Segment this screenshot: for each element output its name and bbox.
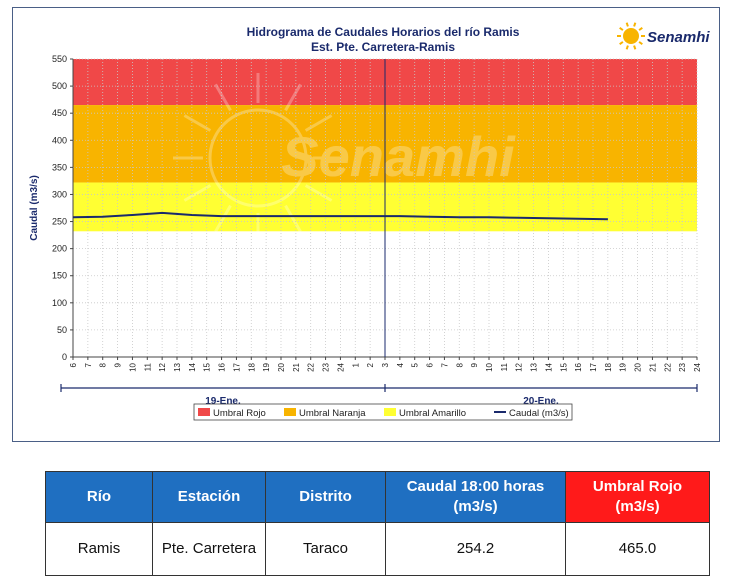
flow-summary-table: Río Estación Distrito Caudal 18:00 horas… <box>45 471 710 576</box>
legend-swatch <box>198 408 210 416</box>
day-label-19-ene: 19-Ene. <box>205 396 241 407</box>
x-tick-label: 11 <box>500 362 509 371</box>
header-rio: Río <box>45 471 153 523</box>
senamhi-logo-ray <box>625 22 629 27</box>
chart-panel: Senamhi 0 50 100 150 200 250 300 350 400 450 500 550… <box>12 7 720 442</box>
hydrograph-chart: Senamhi 0 50 100 150 200 250 300 350 400 450 500 550… <box>29 22 710 421</box>
senamhi-logo-ray <box>638 41 643 46</box>
legend-label: Caudal (m3/s) <box>509 408 569 419</box>
x-tick-label: 7 <box>84 362 93 367</box>
x-tick-label: 20 <box>277 362 286 371</box>
x-tick-label: 7 <box>440 362 449 367</box>
x-tick-label: 15 <box>559 362 568 371</box>
x-tick-label: 21 <box>292 362 301 371</box>
x-tick-label: 23 <box>322 362 331 371</box>
y-tick-label: 250 <box>52 217 67 227</box>
cell-rio: Ramis <box>45 522 153 576</box>
senamhi-logo-ray <box>633 22 637 27</box>
x-tick-label: 9 <box>114 362 123 367</box>
x-tick-label: 5 <box>411 362 420 367</box>
senamhi-logo-ray <box>638 26 643 31</box>
senamhi-watermark: Senamhi <box>173 73 516 243</box>
x-tick-label: 21 <box>648 362 657 371</box>
legend-label: Umbral Rojo <box>213 408 266 419</box>
x-tick-label: 24 <box>693 362 702 371</box>
senamhi-logo-text: Senamhi <box>647 29 710 46</box>
senamhi-logo-ray <box>625 45 629 50</box>
x-tick-label: 11 <box>143 362 152 371</box>
header-estacion: Estación <box>152 471 266 523</box>
header-umbral-rojo: Umbral Rojo (m3/s) <box>565 471 710 523</box>
y-tick-label: 500 <box>52 81 67 91</box>
x-tick-label: 17 <box>589 362 598 371</box>
senamhi-logo-ray <box>619 26 624 31</box>
chart-title: Hidrograma de Caudales Horarios del río … <box>247 25 520 39</box>
cell-estacion: Pte. Carretera <box>152 522 266 576</box>
table-header-row: Río Estación Distrito Caudal 18:00 horas… <box>45 471 710 523</box>
series-line-caudal <box>72 211 608 221</box>
y-tick-label: 100 <box>52 298 67 308</box>
x-tick-label: 23 <box>678 362 687 371</box>
x-tick-label: 2 <box>366 362 375 367</box>
x-tick-label: 13 <box>173 362 182 371</box>
chart-subtitle: Est. Pte. Carretera-Ramis <box>311 40 455 54</box>
x-tick-label: 22 <box>307 362 316 371</box>
x-tick-label: 15 <box>203 362 212 371</box>
x-tick-label: 22 <box>663 362 672 371</box>
y-tick-label: 200 <box>52 244 67 254</box>
y-tick-label: 550 <box>52 54 67 64</box>
x-tick-label: 6 <box>426 362 435 367</box>
y-tick-label: 0 <box>62 352 67 362</box>
x-tick-label: 3 <box>381 362 390 367</box>
x-tick-label: 14 <box>544 362 553 371</box>
senamhi-logo-sun <box>623 28 639 44</box>
senamhi-logo-ray <box>633 45 637 50</box>
cell-caudal: 254.2 <box>385 522 566 576</box>
day-label-20-ene: 20-Ene. <box>523 396 559 407</box>
y-axis-label: Caudal (m3/s) <box>29 175 40 241</box>
x-tick-label: 24 <box>336 362 345 371</box>
header-caudal: Caudal 18:00 horas (m3/s) <box>385 471 566 523</box>
y-tick-label: 300 <box>52 189 67 199</box>
x-tick-label: 9 <box>470 362 479 367</box>
x-tick-label: 8 <box>455 362 464 367</box>
cell-umbral-rojo: 465.0 <box>565 522 710 576</box>
x-tick-label: 18 <box>247 362 256 371</box>
legend-label: Umbral Amarillo <box>399 408 466 419</box>
x-tick-label: 6 <box>69 362 78 367</box>
x-tick-label: 8 <box>99 362 108 367</box>
table-row: Ramis Pte. Carretera Taraco 254.2 465.0 <box>45 522 710 576</box>
y-tick-label: 350 <box>52 162 67 172</box>
senamhi-logo-ray <box>619 41 624 46</box>
x-tick-label: 16 <box>574 362 583 371</box>
x-tick-label: 19 <box>262 362 271 371</box>
x-tick-label: 10 <box>485 362 494 371</box>
x-tick-label: 20 <box>634 362 643 371</box>
svg-text:Senamhi: Senamhi <box>281 125 516 188</box>
x-tick-label: 19 <box>619 362 628 371</box>
x-tick-label: 12 <box>158 362 167 371</box>
cell-distrito: Taraco <box>265 522 386 576</box>
x-tick-label: 16 <box>218 362 227 371</box>
y-tick-label: 450 <box>52 108 67 118</box>
y-tick-label: 400 <box>52 135 67 145</box>
x-tick-label: 14 <box>188 362 197 371</box>
legend-label: Umbral Naranja <box>299 408 366 419</box>
x-tick-label: 10 <box>128 362 137 371</box>
header-distrito: Distrito <box>265 471 386 523</box>
legend-swatch <box>384 408 396 416</box>
legend-swatch <box>284 408 296 416</box>
y-tick-label: 50 <box>57 325 67 335</box>
x-tick-label: 17 <box>232 362 241 371</box>
x-tick-label: 12 <box>515 362 524 371</box>
x-tick-label: 1 <box>351 362 360 367</box>
x-tick-label: 4 <box>396 362 405 367</box>
x-tick-label: 18 <box>604 362 613 371</box>
x-tick-label: 13 <box>530 362 539 371</box>
y-tick-label: 150 <box>52 271 67 281</box>
